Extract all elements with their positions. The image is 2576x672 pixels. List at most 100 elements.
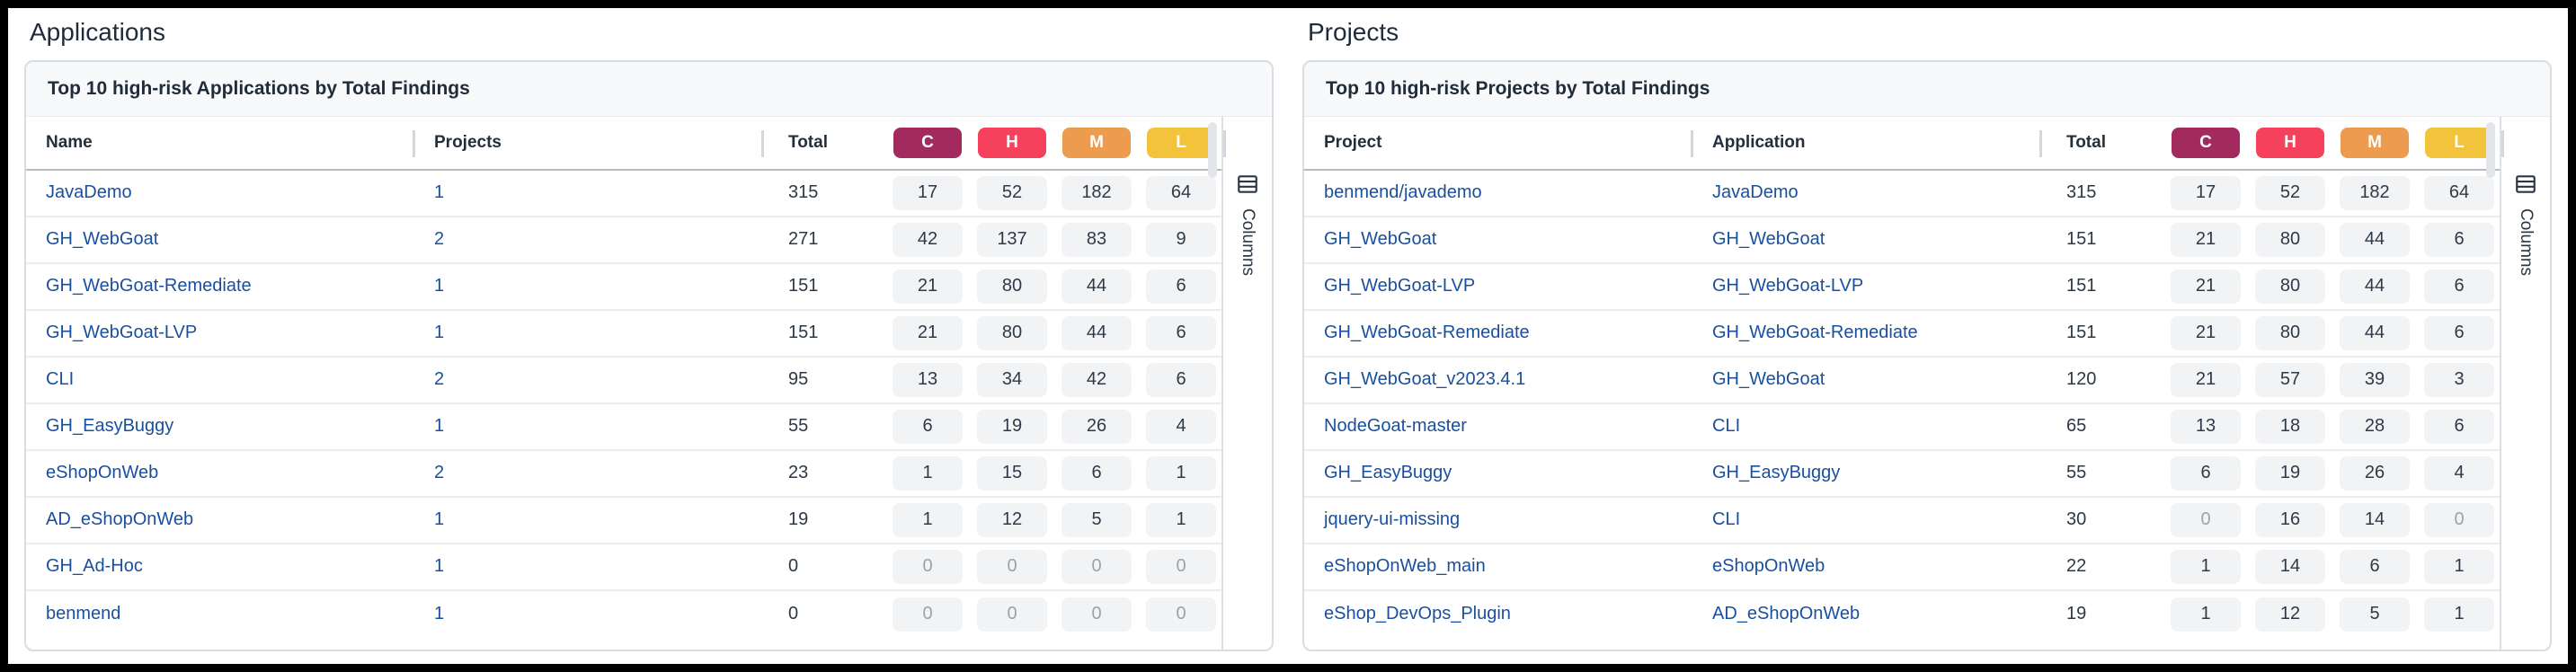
column-header-project[interactable]: Project [1324,132,1382,152]
projects-card-body: Project Application Total C H M [1304,116,2550,650]
low-count-badge: 1 [1146,455,1216,491]
low-count-badge: 0 [1146,549,1216,584]
application-link[interactable]: CLI [46,369,75,390]
column-header-medium[interactable]: M [1054,117,1139,169]
high-severity-badge: H [2256,127,2324,158]
low-count-badge: 9 [1146,222,1216,257]
columns-button[interactable]: Columns [2500,116,2550,650]
columns-button[interactable]: Columns [1221,116,1272,650]
application-link[interactable]: AD_eShopOnWeb [1712,604,1861,624]
projects-count-link[interactable]: 2 [434,463,445,483]
total-findings-value: 151 [2066,229,2097,250]
vertical-scrollbar-thumb[interactable] [1208,121,1217,178]
project-link[interactable]: jquery-ui-missing [1324,509,1461,530]
project-link[interactable]: GH_WebGoat-Remediate [1324,323,1530,343]
applications-table-header: Name Projects Total C H M L [26,117,1226,171]
high-count-badge: 19 [2255,455,2325,491]
application-link[interactable]: GH_WebGoat [1712,229,1825,250]
table-row: CLI 2 95 13 34 42 6 [26,358,1221,404]
column-header-high[interactable]: H [2248,117,2332,169]
application-link[interactable]: benmend [46,604,121,624]
table-row: jquery-ui-missing CLI 30 0 16 14 0 [1304,498,2500,544]
application-link[interactable]: GH_WebGoat [46,229,159,250]
medium-count-badge: 5 [2340,597,2410,632]
projects-count-link[interactable]: 2 [434,369,445,390]
critical-count-badge: 0 [893,549,963,584]
application-link[interactable]: GH_WebGoat-LVP [46,323,198,343]
high-count-badge: 52 [977,175,1047,210]
column-header-medium[interactable]: M [2332,117,2417,169]
application-link[interactable]: AD_eShopOnWeb [46,509,194,530]
table-row: GH_WebGoat-Remediate GH_WebGoat-Remediate… [1304,311,2500,358]
application-link[interactable]: GH_EasyBuggy [46,416,174,437]
application-link[interactable]: eShopOnWeb [1712,556,1825,577]
application-link[interactable]: eShopOnWeb [46,463,159,483]
application-link[interactable]: GH_WebGoat-Remediate [46,276,252,296]
application-link[interactable]: JavaDemo [46,182,132,203]
projects-panel: Projects Top 10 high-risk Projects by To… [1302,15,2552,651]
projects-count-link[interactable]: 1 [434,509,445,530]
critical-severity-badge: C [2172,127,2240,158]
column-header-projects[interactable]: Projects [413,117,761,169]
application-link[interactable]: GH_Ad-Hoc [46,556,143,577]
column-header-low[interactable]: L [1139,117,1223,169]
project-link[interactable]: GH_WebGoat_v2023.4.1 [1324,369,1526,390]
total-findings-value: 151 [2066,276,2097,296]
application-link[interactable]: CLI [1712,416,1741,437]
medium-count-badge: 26 [1061,409,1132,444]
medium-count-badge: 28 [2340,409,2410,444]
column-header-name[interactable]: Name [46,132,93,152]
projects-count-link[interactable]: 1 [434,276,445,296]
high-count-badge: 12 [2255,597,2325,632]
application-link[interactable]: GH_WebGoat-Remediate [1712,323,1918,343]
table-row: GH_WebGoat-LVP 1 151 21 80 44 6 [26,311,1221,358]
column-header-low[interactable]: L [2417,117,2501,169]
project-link[interactable]: eShopOnWeb_main [1324,556,1486,577]
project-link[interactable]: NodeGoat-master [1324,416,1467,437]
application-link[interactable]: CLI [1712,509,1741,530]
projects-count-link[interactable]: 1 [434,416,445,437]
critical-count-badge: 1 [893,502,963,537]
total-findings-value: 120 [2066,369,2097,390]
high-count-badge: 0 [977,597,1047,632]
medium-count-badge: 182 [1061,175,1132,210]
total-findings-value: 151 [788,276,819,296]
application-link[interactable]: GH_WebGoat-LVP [1712,276,1864,296]
total-findings-value: 95 [788,369,809,390]
projects-count-link[interactable]: 2 [434,229,445,250]
column-header-critical[interactable]: C [2163,117,2248,169]
project-link[interactable]: benmend/javademo [1324,182,1482,203]
table-row: GH_WebGoat 2 271 42 137 83 9 [26,217,1221,264]
table-row: GH_EasyBuggy 1 55 6 19 26 4 [26,404,1221,451]
vertical-scrollbar-thumb[interactable] [2486,121,2495,178]
project-link[interactable]: GH_WebGoat-LVP [1324,276,1476,296]
projects-count-link[interactable]: 1 [434,182,445,203]
applications-card-body: Name Projects Total C H M L [26,116,1272,650]
projects-count-link[interactable]: 1 [434,556,445,577]
low-count-badge: 1 [1146,502,1216,537]
column-header-high[interactable]: H [970,117,1054,169]
column-header-critical[interactable]: C [885,117,970,169]
medium-count-badge: 44 [1061,269,1132,304]
table-row: eShop_DevOps_Plugin AD_eShopOnWeb 19 1 12 5 1 [1304,591,2500,638]
project-link[interactable]: GH_EasyBuggy [1324,463,1452,483]
critical-count-badge: 21 [2171,315,2241,350]
total-findings-value: 23 [788,463,809,483]
high-count-badge: 14 [2255,549,2325,584]
projects-table-body: benmend/javademo JavaDemo 315 17 52 182 64 GH_W… [1304,171,2500,638]
low-severity-badge: L [1147,127,1215,158]
project-link[interactable]: GH_WebGoat [1324,229,1437,250]
application-link[interactable]: GH_EasyBuggy [1712,463,1841,483]
application-link[interactable]: JavaDemo [1712,182,1799,203]
high-count-badge: 80 [2255,269,2325,304]
column-header-total[interactable]: Total [761,117,885,169]
critical-count-badge: 6 [893,409,963,444]
column-header-total[interactable]: Total [2039,117,2163,169]
total-findings-value: 0 [788,604,799,624]
project-link[interactable]: eShop_DevOps_Plugin [1324,604,1511,624]
projects-count-link[interactable]: 1 [434,323,445,343]
application-link[interactable]: GH_WebGoat [1712,369,1825,390]
column-header-application[interactable]: Application [1691,117,2039,169]
low-count-badge: 1 [2424,549,2494,584]
projects-count-link[interactable]: 1 [434,604,445,624]
